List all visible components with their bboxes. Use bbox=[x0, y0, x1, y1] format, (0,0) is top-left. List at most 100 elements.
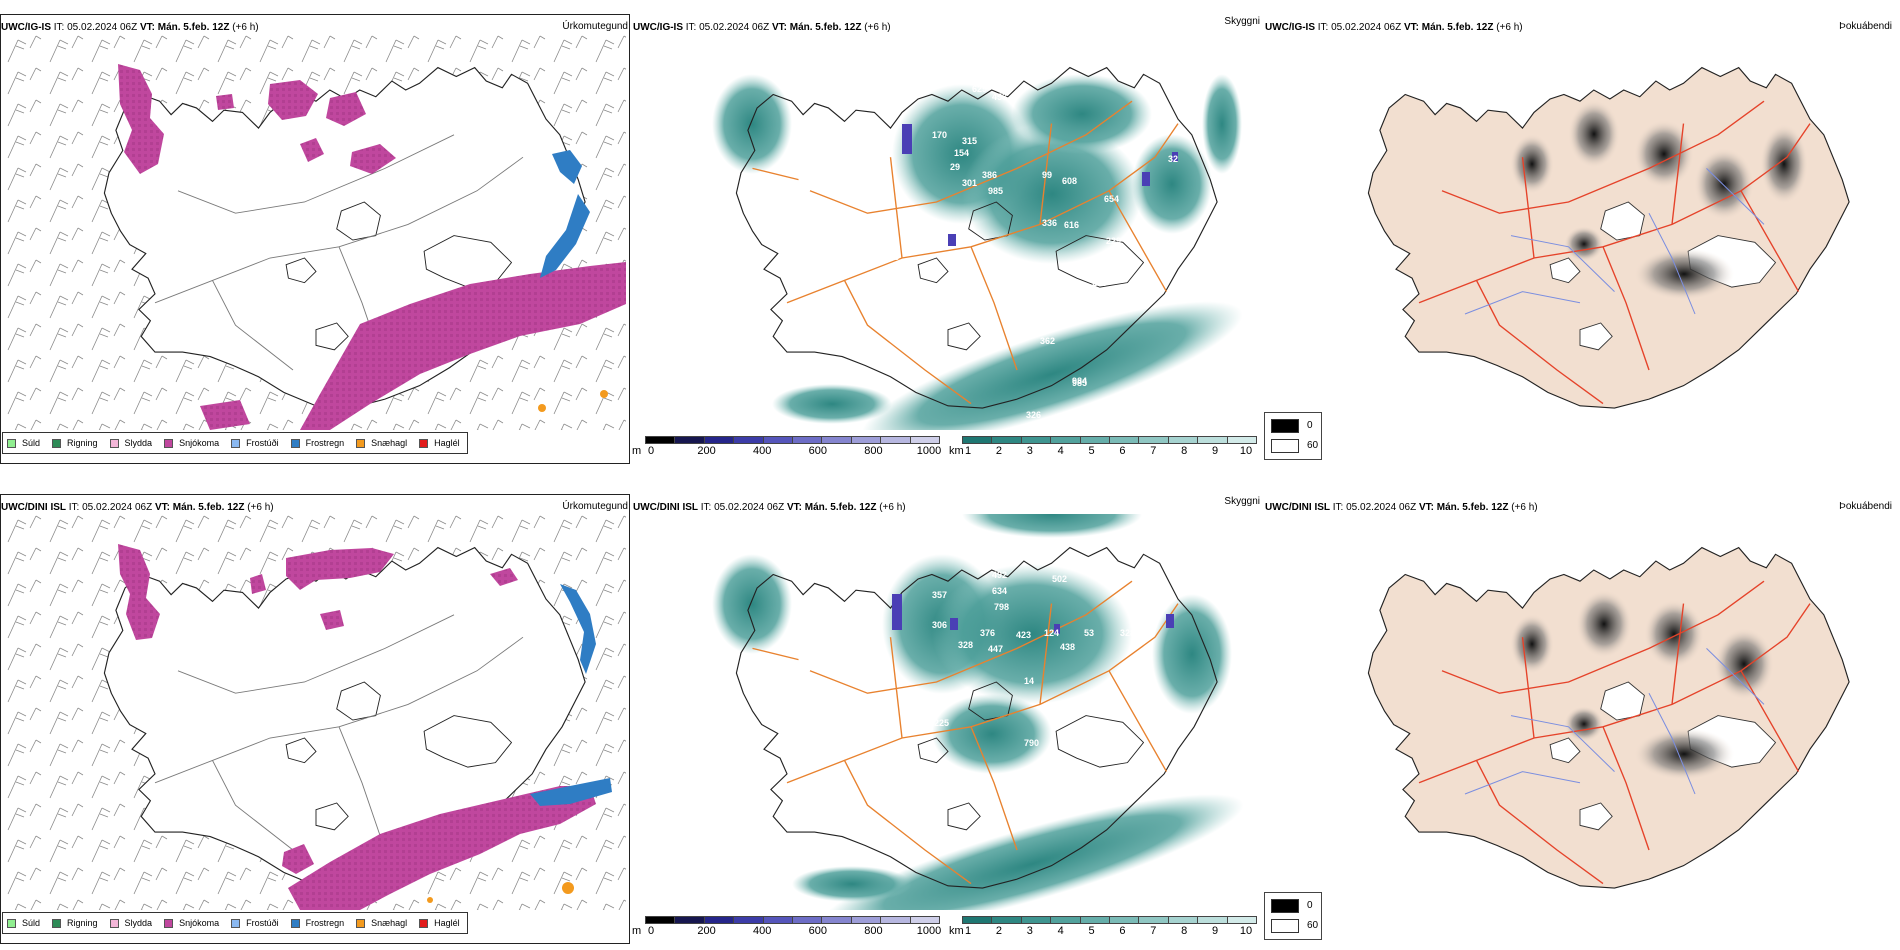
colorbar-tick-label: 5 bbox=[1088, 925, 1095, 937]
panel-title: UWC/DINI ISL IT: 05.02.2024 06Z VT: Mán.… bbox=[1, 502, 274, 513]
fog-scale-box-row2: 0 60 bbox=[1264, 892, 1322, 940]
fog-panel-row2: UWC/DINI ISL IT: 05.02.2024 06Z VT: Mán.… bbox=[1264, 480, 1896, 950]
colorbar-segment bbox=[1079, 916, 1110, 924]
visibility-value-label: 654 bbox=[1104, 194, 1119, 204]
ceiling-colorbar: m 0 200 400 600 800 1000 bbox=[632, 436, 941, 460]
ice-pellet-spots bbox=[538, 390, 608, 412]
visibility-value-label: 492 bbox=[992, 570, 1007, 580]
colorbar-segment bbox=[1050, 436, 1081, 444]
colorbar-tick-label: 0 bbox=[647, 445, 655, 457]
visibility-panel-row1: UWC/IG-IS IT: 05.02.2024 06Z VT: Mán. 5.… bbox=[632, 0, 1264, 470]
panel-title: UWC/IG-IS IT: 05.02.2024 06Z VT: Mán. 5.… bbox=[1265, 22, 1523, 33]
colorbar-segment bbox=[962, 436, 993, 444]
visibility-value-label: 386 bbox=[982, 170, 997, 180]
visibility-value-label: 423 bbox=[1016, 630, 1031, 640]
panel-frame bbox=[0, 494, 630, 944]
colorbar-tick-label: 8 bbox=[1181, 445, 1188, 457]
colorbar-segment bbox=[1167, 436, 1199, 444]
colorbar-segment bbox=[821, 436, 852, 444]
colorbar-tick-label: 400 bbox=[753, 445, 772, 457]
colorbar-segment bbox=[1138, 916, 1169, 924]
colorbar-segment bbox=[880, 436, 911, 444]
panel-frame bbox=[0, 14, 630, 464]
legend-item-slydda: Slydda bbox=[109, 438, 152, 448]
panel-title: UWC/IG-IS IT: 05.02.2024 06Z VT: Mán. 5.… bbox=[1, 22, 259, 33]
legend-item-frostregn: Frostregn bbox=[290, 438, 344, 448]
colorbar-segment bbox=[962, 916, 993, 924]
colorbar-tick-label: 9 bbox=[1212, 445, 1219, 457]
colorbar-segment bbox=[1109, 436, 1140, 444]
colorbar-segment bbox=[850, 916, 882, 924]
ceiling-spots bbox=[902, 124, 1178, 246]
colorbar-tick-label: 7 bbox=[1150, 445, 1157, 457]
colorbar-segment bbox=[909, 916, 940, 924]
colorbar-tick-label: 600 bbox=[808, 925, 827, 937]
colorbar-tick-label: 2 bbox=[995, 925, 1002, 937]
snow-areas bbox=[118, 64, 626, 430]
visibility-value-label: 53 bbox=[1084, 628, 1094, 638]
roads bbox=[752, 580, 1179, 885]
fog-indicator-areas bbox=[1510, 590, 1774, 780]
ceiling-colorbar: m 0 200 400 600 800 1000 bbox=[632, 916, 941, 940]
visibility-value-label: 376 bbox=[980, 628, 995, 638]
freezing-rain-areas bbox=[540, 150, 590, 278]
iceland-outline bbox=[103, 547, 586, 889]
visibility-value-label: 13 bbox=[1132, 614, 1142, 624]
legend-item-rigning: Rigning bbox=[52, 918, 98, 928]
colorbar-segment bbox=[1197, 436, 1228, 444]
visibility-labels: 629 453 170 315 154 29 386 301 985 99 608 654 336 616… bbox=[884, 84, 1178, 420]
precip-type-map bbox=[2, 34, 626, 430]
colorbar-segment bbox=[850, 436, 882, 444]
legend-item-haglel: Haglél bbox=[419, 438, 460, 448]
visibility-value-label: 984 bbox=[1072, 376, 1087, 386]
colorbar-tick-label: 4 bbox=[1057, 445, 1064, 457]
visibility-panel-row2: UWC/DINI ISL IT: 05.02.2024 06Z VT: Mán.… bbox=[632, 480, 1264, 950]
colorbar-tick-label: 1 bbox=[964, 925, 972, 937]
colorbar-segment bbox=[762, 436, 793, 444]
colorbar-tick-label: 10 bbox=[1239, 445, 1253, 457]
fog-map bbox=[1367, 547, 1850, 889]
visibility-value-label: 453 bbox=[992, 92, 1007, 102]
visibility-value-label: 616 bbox=[1064, 220, 1079, 230]
visibility-value-label: 336 bbox=[1042, 218, 1057, 228]
low-visibility-areas bbox=[712, 514, 1244, 910]
colorbar-tick-label: 200 bbox=[697, 445, 716, 457]
colorbar-tick-label: 3 bbox=[1026, 445, 1033, 457]
legend-item-snjokoma: Snjókoma bbox=[164, 918, 219, 928]
legend-item-rigning: Rigning bbox=[52, 438, 98, 448]
precip-type-map bbox=[2, 514, 626, 910]
colorbar-segment bbox=[1079, 436, 1110, 444]
colorbar-segment bbox=[1167, 916, 1199, 924]
colorbar-segment bbox=[645, 436, 676, 444]
precip-type-legend: Súld Rigning Slydda Snjókoma Frostúði Fr… bbox=[2, 912, 468, 934]
legend-item-snaehagl: Snæhagl bbox=[356, 438, 407, 448]
legend-item-frostregn: Frostregn bbox=[290, 918, 344, 928]
panel-title: UWC/IG-IS IT: 05.02.2024 06Z VT: Mán. 5.… bbox=[633, 22, 891, 33]
visibility-value-label: 634 bbox=[992, 586, 1007, 596]
snow-areas bbox=[118, 544, 596, 910]
fog-map-lines bbox=[1418, 580, 1811, 885]
visibility-value-label: 438 bbox=[1060, 642, 1075, 652]
iceland-outline bbox=[735, 67, 1218, 409]
visibility-value-label: 99 bbox=[1042, 170, 1052, 180]
visibility-value-label: 447 bbox=[988, 644, 1003, 654]
colorbar-segment bbox=[821, 916, 852, 924]
colorbar-segment bbox=[1197, 916, 1228, 924]
visibility-colorbar: km 1 2 3 4 5 6 7 8 9 10 bbox=[949, 436, 1257, 460]
visibility-value-label: 790 bbox=[1024, 738, 1039, 748]
visibility-value-label: 232 bbox=[1114, 738, 1129, 748]
fog-panel-row1: UWC/IG-IS IT: 05.02.2024 06Z VT: Mán. 5.… bbox=[1264, 0, 1896, 470]
visibility-value-label: 60 bbox=[884, 246, 894, 256]
colorbar-tick-label: 3 bbox=[1026, 925, 1033, 937]
visibility-value-label: 32 bbox=[1168, 154, 1178, 164]
roads bbox=[154, 134, 524, 371]
colorbar-segment bbox=[880, 916, 911, 924]
colorbar-segment bbox=[1226, 436, 1257, 444]
visibility-value-label: 985 bbox=[1072, 378, 1087, 388]
fog-map bbox=[1367, 67, 1850, 409]
low-visibility-areas bbox=[712, 74, 1243, 430]
colorbar-segment bbox=[1020, 916, 1052, 924]
visibility-value-label: 280 bbox=[1092, 278, 1107, 288]
colorbar-tick-label: 400 bbox=[753, 925, 772, 937]
